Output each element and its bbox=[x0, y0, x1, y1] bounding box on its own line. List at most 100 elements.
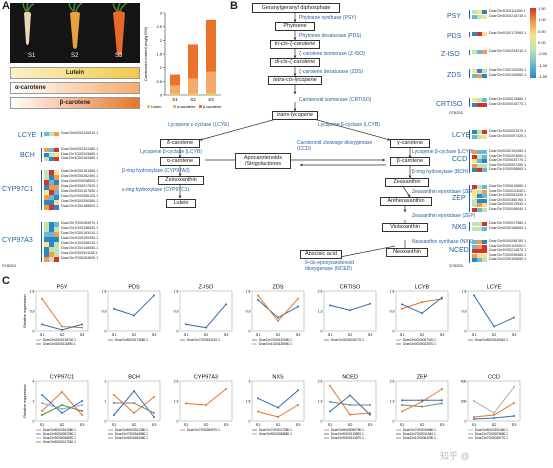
heatmap-gene-id: DcarChr1G00185600.1 bbox=[61, 204, 99, 208]
chart-psy: PSY 0 0.9 1.8 S1 S2 S3 DcarChr3G00218740.1DcarC… bbox=[23, 285, 89, 346]
series-point bbox=[61, 408, 63, 410]
heatmap-cell bbox=[477, 258, 482, 263]
y-tick-label: 2 bbox=[105, 380, 107, 384]
series-point bbox=[133, 402, 135, 404]
gene-label-psy: PSY bbox=[447, 13, 462, 20]
heatmap-bracket bbox=[41, 170, 42, 210]
enzyme-lcye: Lycopene ε-cyclase (LCYE) bbox=[168, 122, 230, 128]
heatmap-bracket bbox=[41, 222, 42, 262]
x-tick-label: S2 bbox=[420, 423, 425, 427]
series-point bbox=[257, 397, 259, 400]
heatmap-cell bbox=[44, 247, 49, 252]
series-point bbox=[225, 303, 227, 306]
series-point bbox=[473, 418, 475, 420]
heatmap-gene-id: DcarChr1G00014680.1 bbox=[489, 97, 527, 101]
heatmap-cell bbox=[482, 50, 487, 55]
x-tick-label: S2 bbox=[132, 333, 137, 337]
series-point bbox=[513, 316, 515, 319]
gene-label-lcye: LCYE bbox=[18, 132, 37, 139]
series-point bbox=[493, 325, 495, 328]
chart-title: ZDS bbox=[273, 285, 284, 291]
gene-label-lcyb: LCYB bbox=[452, 132, 471, 139]
x-tick-label: S1 bbox=[472, 423, 477, 427]
y-tick-label: 0.9 bbox=[462, 310, 467, 314]
heatmap-cell bbox=[44, 132, 49, 137]
series-line bbox=[329, 385, 371, 416]
x-tick-label: S1 bbox=[400, 333, 405, 337]
heatmap-bracket bbox=[469, 150, 470, 173]
series-line bbox=[185, 304, 227, 329]
heatmap-cell bbox=[472, 98, 477, 103]
heatmap-cell bbox=[482, 32, 487, 37]
series-point bbox=[441, 402, 443, 405]
heatmap-cell bbox=[49, 242, 54, 247]
legend-label: DcarChr5G00017520.1 bbox=[43, 440, 76, 444]
enzyme-nced: 9-cis-epoxycarotenoid dioxygenase (NCED) bbox=[305, 260, 354, 272]
series-point bbox=[369, 302, 371, 305]
heatmap-cell bbox=[472, 253, 477, 258]
x-tick-label: S1 bbox=[400, 423, 405, 427]
heatmap-cell bbox=[54, 152, 59, 157]
heatmap-cell bbox=[472, 50, 477, 55]
heatmap-bracket bbox=[469, 32, 470, 37]
heatmap-gene-id: DcarChr3G00111890.1 bbox=[489, 9, 526, 13]
heatmap-cell bbox=[482, 163, 487, 168]
x-tick-label: S1 bbox=[112, 423, 117, 427]
heatmap-cell bbox=[54, 200, 59, 205]
heatmap-cell bbox=[44, 170, 49, 175]
heatmap-gene-id: DcarChr2G00148050.1 bbox=[61, 246, 99, 250]
legend-label: DcarChr4G00184460.1 bbox=[115, 436, 148, 440]
plot-frame bbox=[395, 380, 449, 422]
heatmap-cell bbox=[49, 152, 54, 157]
chart-title: CCD bbox=[488, 375, 500, 381]
heatmap-gene-id: DcarChr9G00290490.1 bbox=[61, 236, 99, 240]
legend-label: DcarChr3G00111890.1 bbox=[43, 342, 76, 346]
x-tick-label: S2 bbox=[132, 423, 137, 427]
heatmap-cell bbox=[477, 249, 482, 254]
heatmap-cell bbox=[477, 69, 482, 74]
x-tick-label: S1 bbox=[256, 423, 261, 427]
heatmap-bracket bbox=[41, 132, 42, 137]
heatmap-cell bbox=[482, 69, 487, 74]
heatmap-cell bbox=[477, 240, 482, 245]
node-trans-lycopene: trans-lycopene bbox=[272, 111, 318, 120]
enzyme-ziso: ζ-carotene isomerase (Z-ISO) bbox=[299, 51, 365, 57]
legend-label: DcarChr7G00343680.1 bbox=[115, 432, 148, 436]
y-tick-label: 0 bbox=[249, 330, 251, 334]
y-tick-label: 0.5 bbox=[156, 79, 162, 84]
y-tick-label: 2 bbox=[160, 38, 163, 43]
y-tick-label: 1.8 bbox=[390, 290, 395, 294]
heatmap-cell bbox=[49, 185, 54, 190]
series-line bbox=[473, 295, 515, 328]
carrot-s3-image bbox=[112, 2, 128, 56]
heatmap-gene-id: DcarChr5G00017520.1 bbox=[61, 184, 99, 188]
heatmap-cell bbox=[44, 195, 49, 200]
panel-a-letter: A bbox=[2, 0, 10, 12]
heatmap-cell bbox=[49, 222, 54, 227]
heatmap-cell bbox=[477, 50, 482, 55]
heatmap-cell bbox=[472, 168, 477, 173]
heatmap-cell bbox=[49, 232, 54, 237]
series-point bbox=[349, 394, 351, 397]
heatmap-cell bbox=[477, 163, 482, 168]
heatmap-cell bbox=[477, 185, 482, 190]
series-point bbox=[401, 399, 403, 402]
y-tick-label: 2.5 bbox=[174, 380, 179, 384]
y-tick-label: 0 bbox=[105, 330, 107, 334]
heatmap-cell bbox=[44, 205, 49, 210]
series-point bbox=[113, 402, 115, 404]
heatmap-gene-id: DcarChr3G00018770.1 bbox=[489, 101, 527, 106]
enzyme-zds: ζ-carotene desaturase (ZDS) bbox=[299, 69, 364, 75]
heatmap-bracket bbox=[469, 50, 470, 55]
series-point bbox=[401, 303, 403, 306]
heatmap-cell bbox=[54, 195, 59, 200]
heatmap-cell bbox=[49, 148, 54, 153]
heatmap-cell bbox=[477, 244, 482, 249]
series-point bbox=[113, 307, 115, 310]
heatmap-cell bbox=[477, 154, 482, 159]
enzyme-psy: Phytoene synthase (PSY) bbox=[299, 15, 357, 21]
legend-label: DcarChr9G00115900.1 bbox=[331, 432, 364, 436]
series-point bbox=[113, 414, 115, 416]
series-point bbox=[349, 404, 351, 406]
enzyme-cyp97a3: β-ring hydroxylase (CYP97A3) bbox=[122, 168, 190, 174]
